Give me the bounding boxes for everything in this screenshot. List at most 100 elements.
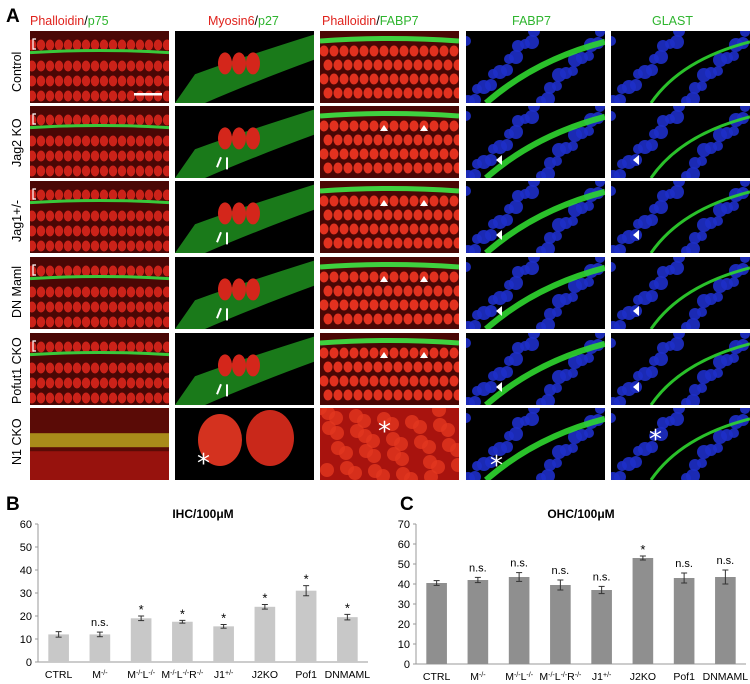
y-tick-label: 50 bbox=[20, 542, 32, 554]
svg-text:*: * bbox=[649, 425, 662, 455]
category-label: CTRL bbox=[423, 671, 451, 683]
ihc-bar-chart: IHC/100μM 0 10 20 30 40 50 60 CTRL n.s. M-/- * M-/-L… bbox=[20, 507, 371, 681]
column-header-part: / bbox=[254, 14, 259, 28]
bar bbox=[130, 618, 152, 662]
micrograph-r5-c5 bbox=[611, 333, 750, 405]
significance-label: n.s. bbox=[469, 562, 487, 574]
y-tick-label: 30 bbox=[398, 599, 410, 611]
ohc-bar-chart: OHC/100μM 0 10 20 30 40 50 60 70 CTRL n.s. M-/- n.s.… bbox=[398, 507, 749, 683]
bar bbox=[172, 621, 193, 662]
y-tick-label: 20 bbox=[398, 619, 410, 631]
y-tick-label: 60 bbox=[20, 519, 32, 531]
y-tick-label: 70 bbox=[398, 519, 410, 531]
category-label: M-/- bbox=[92, 669, 108, 681]
category-label: M-/-L-/- bbox=[505, 671, 533, 683]
row-label-4: DN Maml bbox=[10, 265, 24, 318]
category-label: Pof1 bbox=[673, 671, 695, 683]
significance-label: n.s. bbox=[91, 617, 109, 629]
category-label: DNMAML bbox=[703, 671, 749, 683]
significance-label: n.s. bbox=[593, 571, 611, 583]
micrograph-r3-c5 bbox=[611, 181, 750, 253]
category-label: CTRL bbox=[45, 669, 73, 681]
column-header-4: FABP7 bbox=[512, 14, 551, 28]
micrograph-r5-c1 bbox=[30, 333, 169, 405]
category-label: J2KO bbox=[252, 669, 278, 681]
bar bbox=[632, 558, 654, 664]
category-label: J2KO bbox=[630, 671, 656, 683]
bar bbox=[591, 590, 612, 664]
category-label: M-/- bbox=[470, 671, 486, 683]
row-label-2: Jag2 KO bbox=[10, 117, 24, 167]
significance-label: * bbox=[180, 606, 185, 621]
svg-text:*: * bbox=[490, 451, 503, 480]
column-header-part: Phalloidin bbox=[322, 14, 377, 28]
category-label: J1+/- bbox=[592, 671, 612, 683]
column-header-2: Myosin6/p27 bbox=[208, 14, 279, 28]
svg-text:*: * bbox=[197, 449, 210, 479]
significance-label: * bbox=[262, 591, 267, 606]
micrograph-r6-c1 bbox=[30, 408, 169, 480]
category-label: M-/-L-/-R-/- bbox=[539, 671, 582, 683]
bar bbox=[254, 606, 276, 662]
micrograph-r3-c4 bbox=[466, 181, 605, 253]
y-tick-label: 0 bbox=[404, 659, 410, 671]
bar bbox=[508, 577, 530, 664]
column-header-part: FABP7 bbox=[379, 14, 419, 28]
micrograph-r6-c2: * bbox=[175, 408, 314, 480]
micrograph-r4-c3 bbox=[320, 257, 459, 329]
micrograph-r3-c3 bbox=[320, 181, 459, 253]
micrograph-r1-c5 bbox=[611, 31, 750, 103]
micrograph-r4-c2 bbox=[175, 257, 314, 329]
category-label: DNMAML bbox=[325, 669, 371, 681]
y-tick-label: 10 bbox=[398, 639, 410, 651]
chart-title: IHC/100μM bbox=[172, 507, 233, 521]
y-tick-label: 0 bbox=[26, 657, 32, 669]
micrograph-r1-c2 bbox=[175, 31, 314, 103]
column-header-part: / bbox=[84, 14, 88, 28]
bar bbox=[295, 590, 317, 662]
micrograph-r5-c4 bbox=[466, 333, 605, 405]
column-header-part: GLAST bbox=[652, 14, 693, 28]
bar bbox=[715, 577, 736, 664]
category-label: J1+/- bbox=[214, 669, 234, 681]
column-header-part: Myosin6 bbox=[208, 14, 255, 28]
micrograph-r1-c4 bbox=[466, 31, 605, 103]
y-tick-label: 40 bbox=[20, 565, 32, 577]
y-tick-label: 50 bbox=[398, 559, 410, 571]
svg-text:*: * bbox=[378, 417, 391, 447]
significance-label: * bbox=[640, 542, 645, 557]
panel-c-letter: C bbox=[400, 494, 414, 515]
bar bbox=[48, 634, 69, 662]
micrograph-r3-c2 bbox=[175, 181, 314, 253]
significance-label: * bbox=[304, 572, 309, 587]
bar bbox=[673, 578, 695, 664]
y-tick-label: 10 bbox=[20, 634, 32, 646]
bar bbox=[213, 626, 234, 662]
column-header-part: FABP7 bbox=[512, 14, 551, 28]
panel-b-letter: B bbox=[6, 494, 20, 515]
column-header-part: p75 bbox=[87, 14, 109, 28]
bar bbox=[426, 583, 447, 664]
micrograph-r4-c1 bbox=[30, 257, 169, 329]
chart-title: OHC/100μM bbox=[547, 507, 614, 521]
micrograph-r4-c4 bbox=[466, 257, 605, 329]
column-header-part: Phalloidin bbox=[30, 14, 85, 28]
micrograph-r2-c4 bbox=[466, 106, 605, 178]
row-label-5: Pofut1 CKO bbox=[10, 337, 24, 404]
column-header-part: p27 bbox=[258, 14, 279, 28]
y-tick-label: 60 bbox=[398, 539, 410, 551]
bar bbox=[337, 617, 358, 662]
panel-a-letter: A bbox=[6, 6, 20, 27]
significance-label: n.s. bbox=[717, 555, 735, 567]
significance-label: * bbox=[139, 602, 144, 617]
micrograph-r4-c5 bbox=[611, 257, 750, 329]
y-tick-label: 20 bbox=[20, 611, 32, 623]
significance-label: * bbox=[221, 611, 226, 626]
category-label: M-/-L-/- bbox=[127, 669, 155, 681]
row-label-3: Jag1+/- bbox=[10, 199, 24, 242]
micrograph-r1-c1 bbox=[30, 31, 169, 103]
category-label: Pof1 bbox=[295, 669, 317, 681]
row-label-6: N1 CKO bbox=[10, 418, 24, 465]
y-tick-label: 40 bbox=[398, 579, 410, 591]
column-header-1: Phalloidin/p75 bbox=[30, 14, 109, 28]
